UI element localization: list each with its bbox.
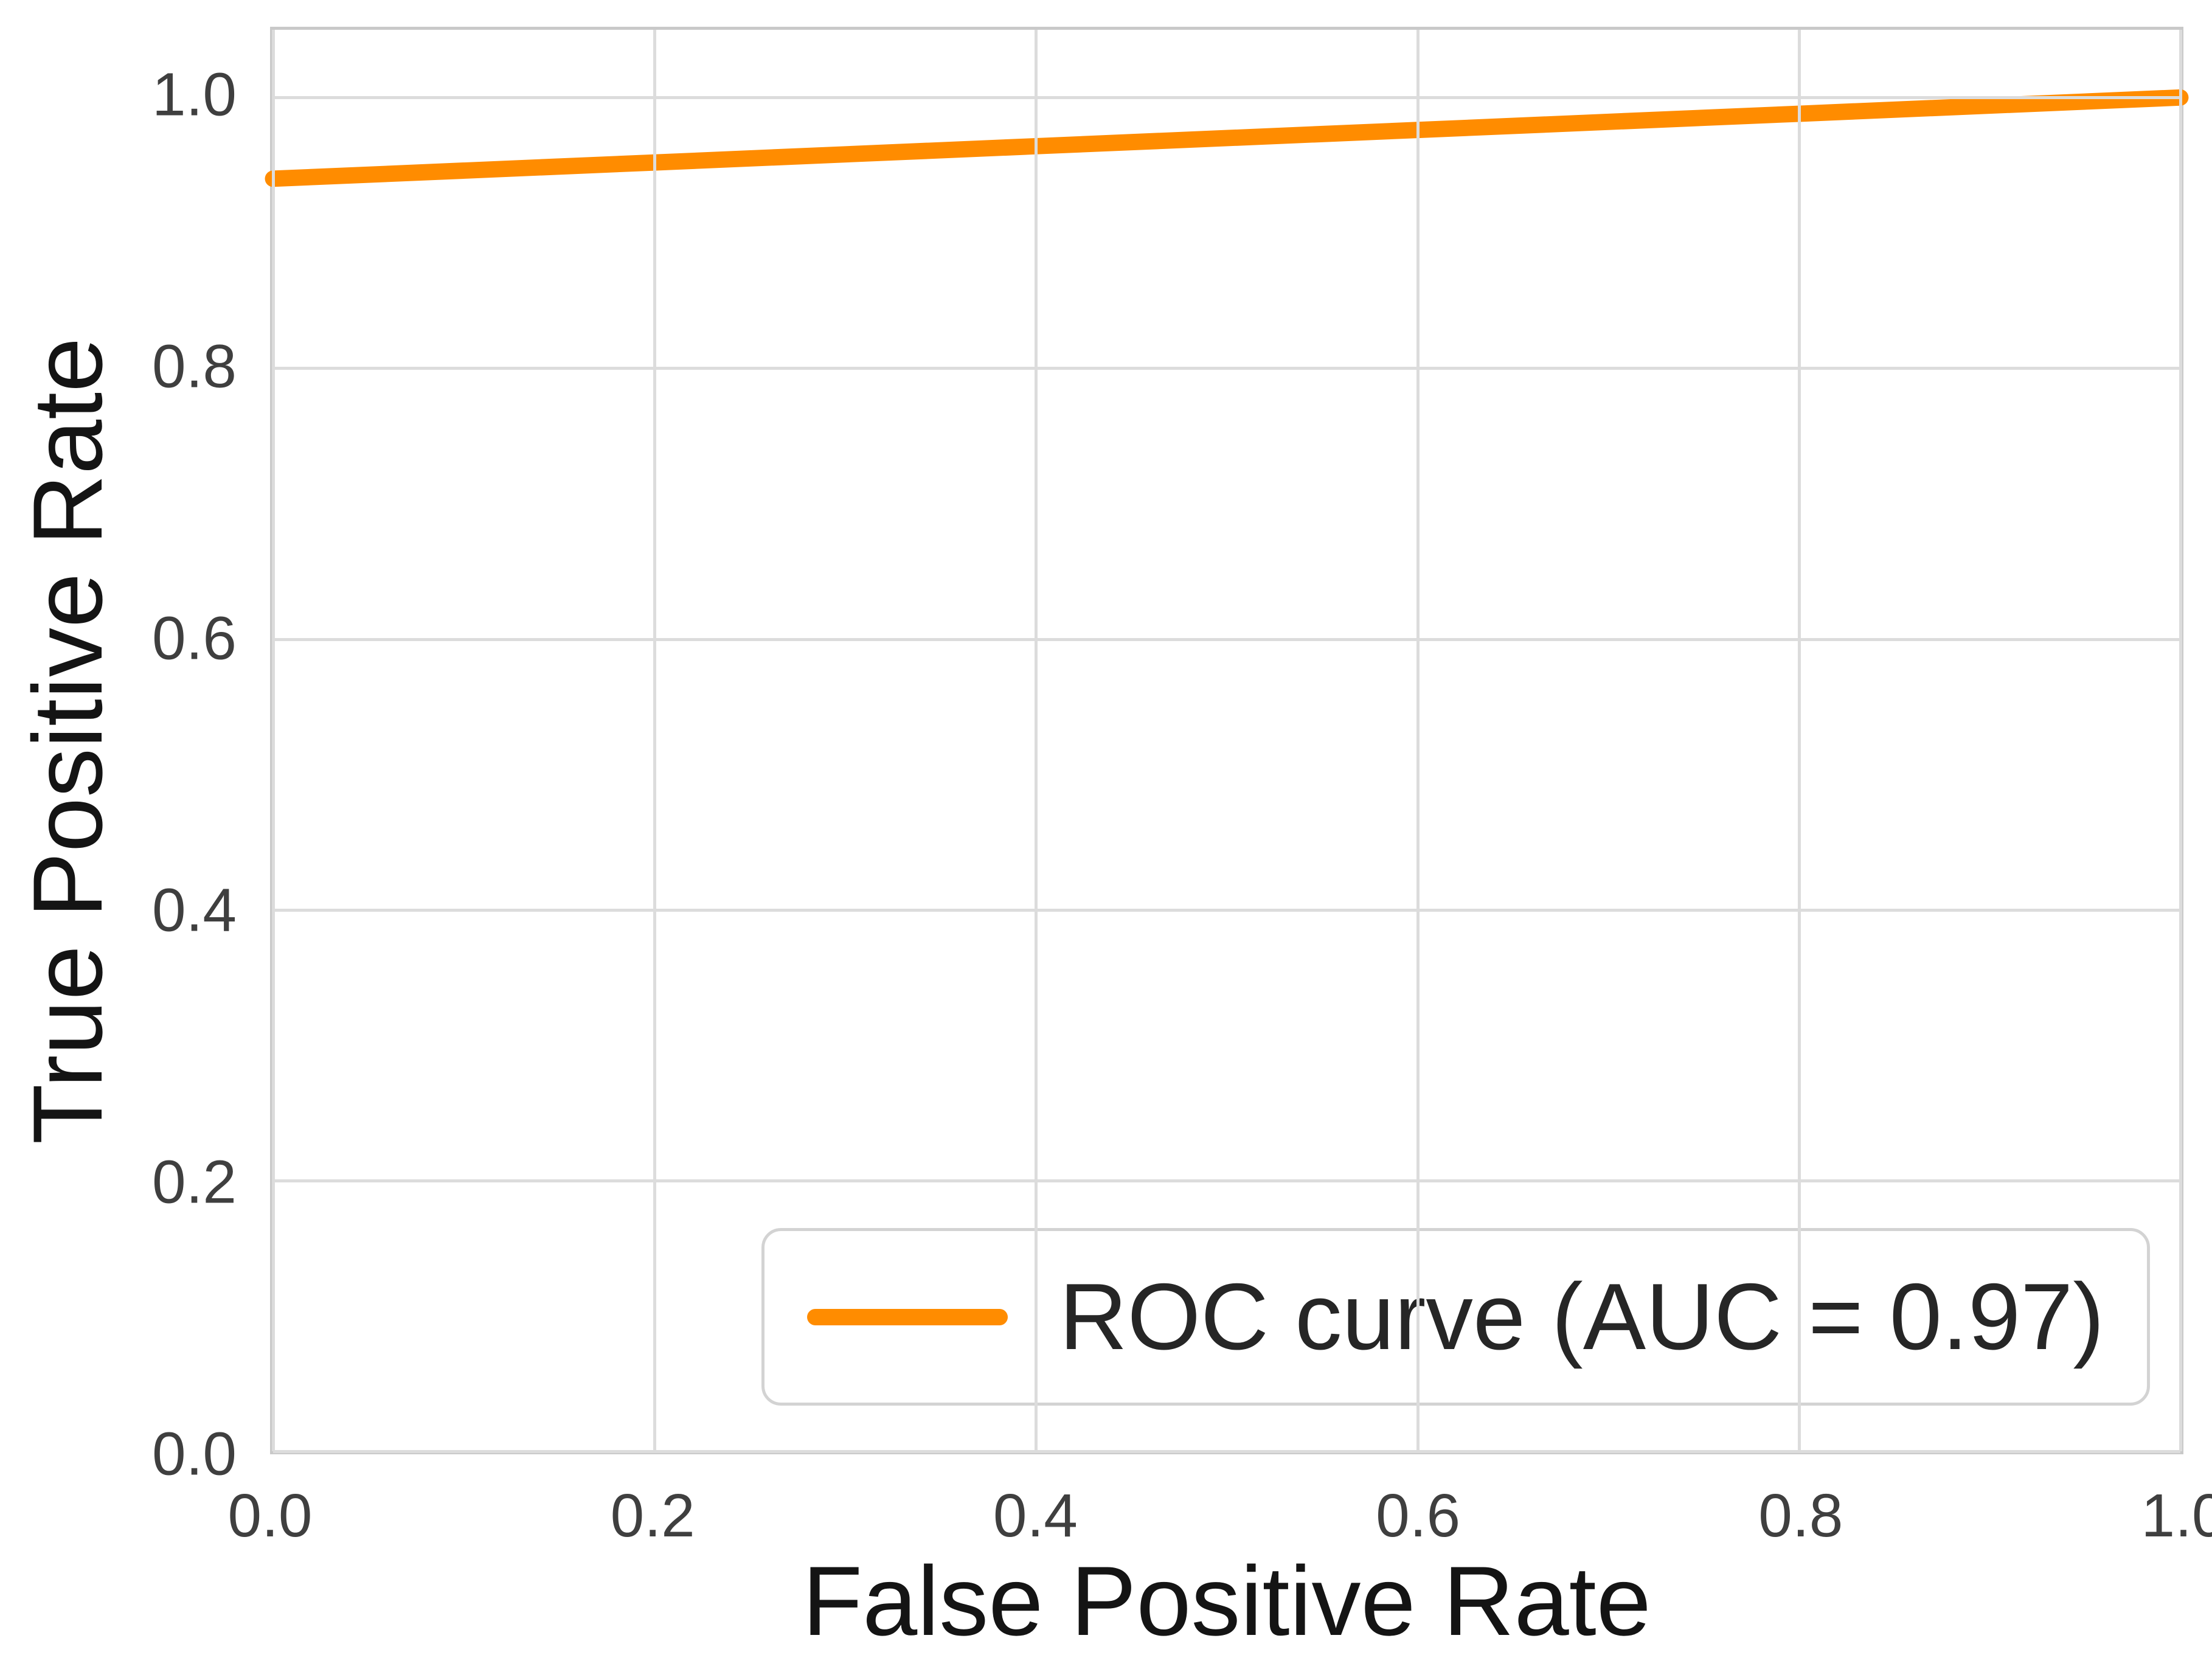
gridline-vertical [272,30,275,1451]
gridline-horizontal [273,908,2180,912]
gridline-vertical [1797,30,1801,1451]
legend-label: ROC curve (AUC = 0.97) [1059,1264,2104,1369]
gridline-horizontal [273,637,2180,641]
y-tick-label: 1.0 [151,60,237,129]
gridline-vertical [653,30,657,1451]
x-axis-label: False Positive Rate [802,1546,1651,1655]
y-axis-label: True Positive Rate [13,337,123,1145]
gridline-vertical [1035,30,1038,1451]
gridline-horizontal [273,1179,2180,1182]
plot-area: ROC curve (AUC = 0.97) [265,27,2189,1454]
gridline-horizontal [273,1450,2180,1453]
gridline-horizontal [273,96,2180,100]
gridline-horizontal [273,367,2180,370]
y-tick-label: 0.2 [151,1148,237,1216]
roc-curve-line [265,89,2189,187]
x-tick-label: 0.2 [610,1482,695,1550]
x-tick-label: 1.0 [2141,1482,2212,1550]
y-tick-label: 0.8 [151,332,237,401]
x-tick-label: 0.6 [1376,1482,1461,1550]
roc-curve-svg [265,89,2189,187]
y-tick-label: 0.0 [151,1420,237,1488]
x-tick-label: 0.4 [993,1482,1078,1550]
gridline-vertical [1416,30,1420,1451]
y-tick-label: 0.6 [151,604,237,673]
legend: ROC curve (AUC = 0.97) [761,1228,2150,1406]
y-tick-label: 0.4 [151,876,237,945]
x-tick-label: 0.8 [1758,1482,1843,1550]
legend-line-swatch [806,1308,1008,1325]
x-tick-label: 0.0 [227,1482,313,1550]
gridline-vertical [2179,30,2182,1451]
